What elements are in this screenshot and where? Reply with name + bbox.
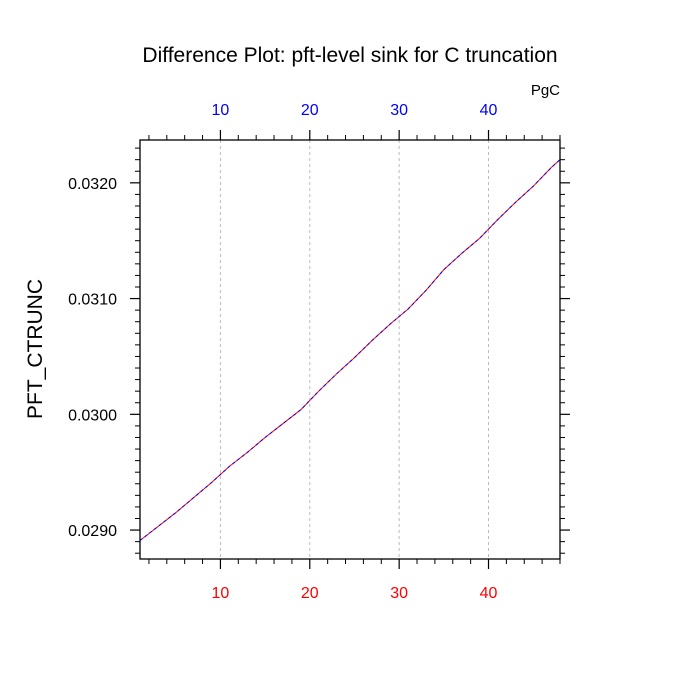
series-group — [139, 159, 561, 541]
y-axis-label: PFT_CTRUNC — [24, 279, 47, 419]
x-tick-label: 40 — [480, 585, 498, 602]
x-tick-label: 30 — [390, 585, 408, 602]
x-top-tick-label: 20 — [301, 102, 319, 119]
tick-labels: 10 10 20 20 30 30 40 40 0.0290 0.0300 0.0310 0.0320 — [68, 102, 497, 602]
grid-lines — [219, 140, 490, 559]
x-top-tick-label: 40 — [480, 102, 498, 119]
plot-frame — [139, 139, 561, 560]
y-tick-label: 0.0320 — [68, 176, 117, 193]
y-tick-label: 0.0290 — [68, 523, 117, 540]
x-tick-label: 20 — [301, 585, 319, 602]
chart-title: Difference Plot: pft-level sink for C tr… — [142, 44, 557, 67]
x-top-tick-label: 10 — [212, 102, 230, 119]
axis-ticks — [130, 130, 570, 569]
units-label: PgC — [531, 82, 560, 99]
y-tick-label: 0.0300 — [68, 407, 117, 424]
x-top-tick-label: 30 — [390, 102, 408, 119]
series-line — [139, 159, 561, 541]
y-tick-label: 0.0310 — [68, 292, 117, 309]
x-tick-label: 10 — [212, 585, 230, 602]
